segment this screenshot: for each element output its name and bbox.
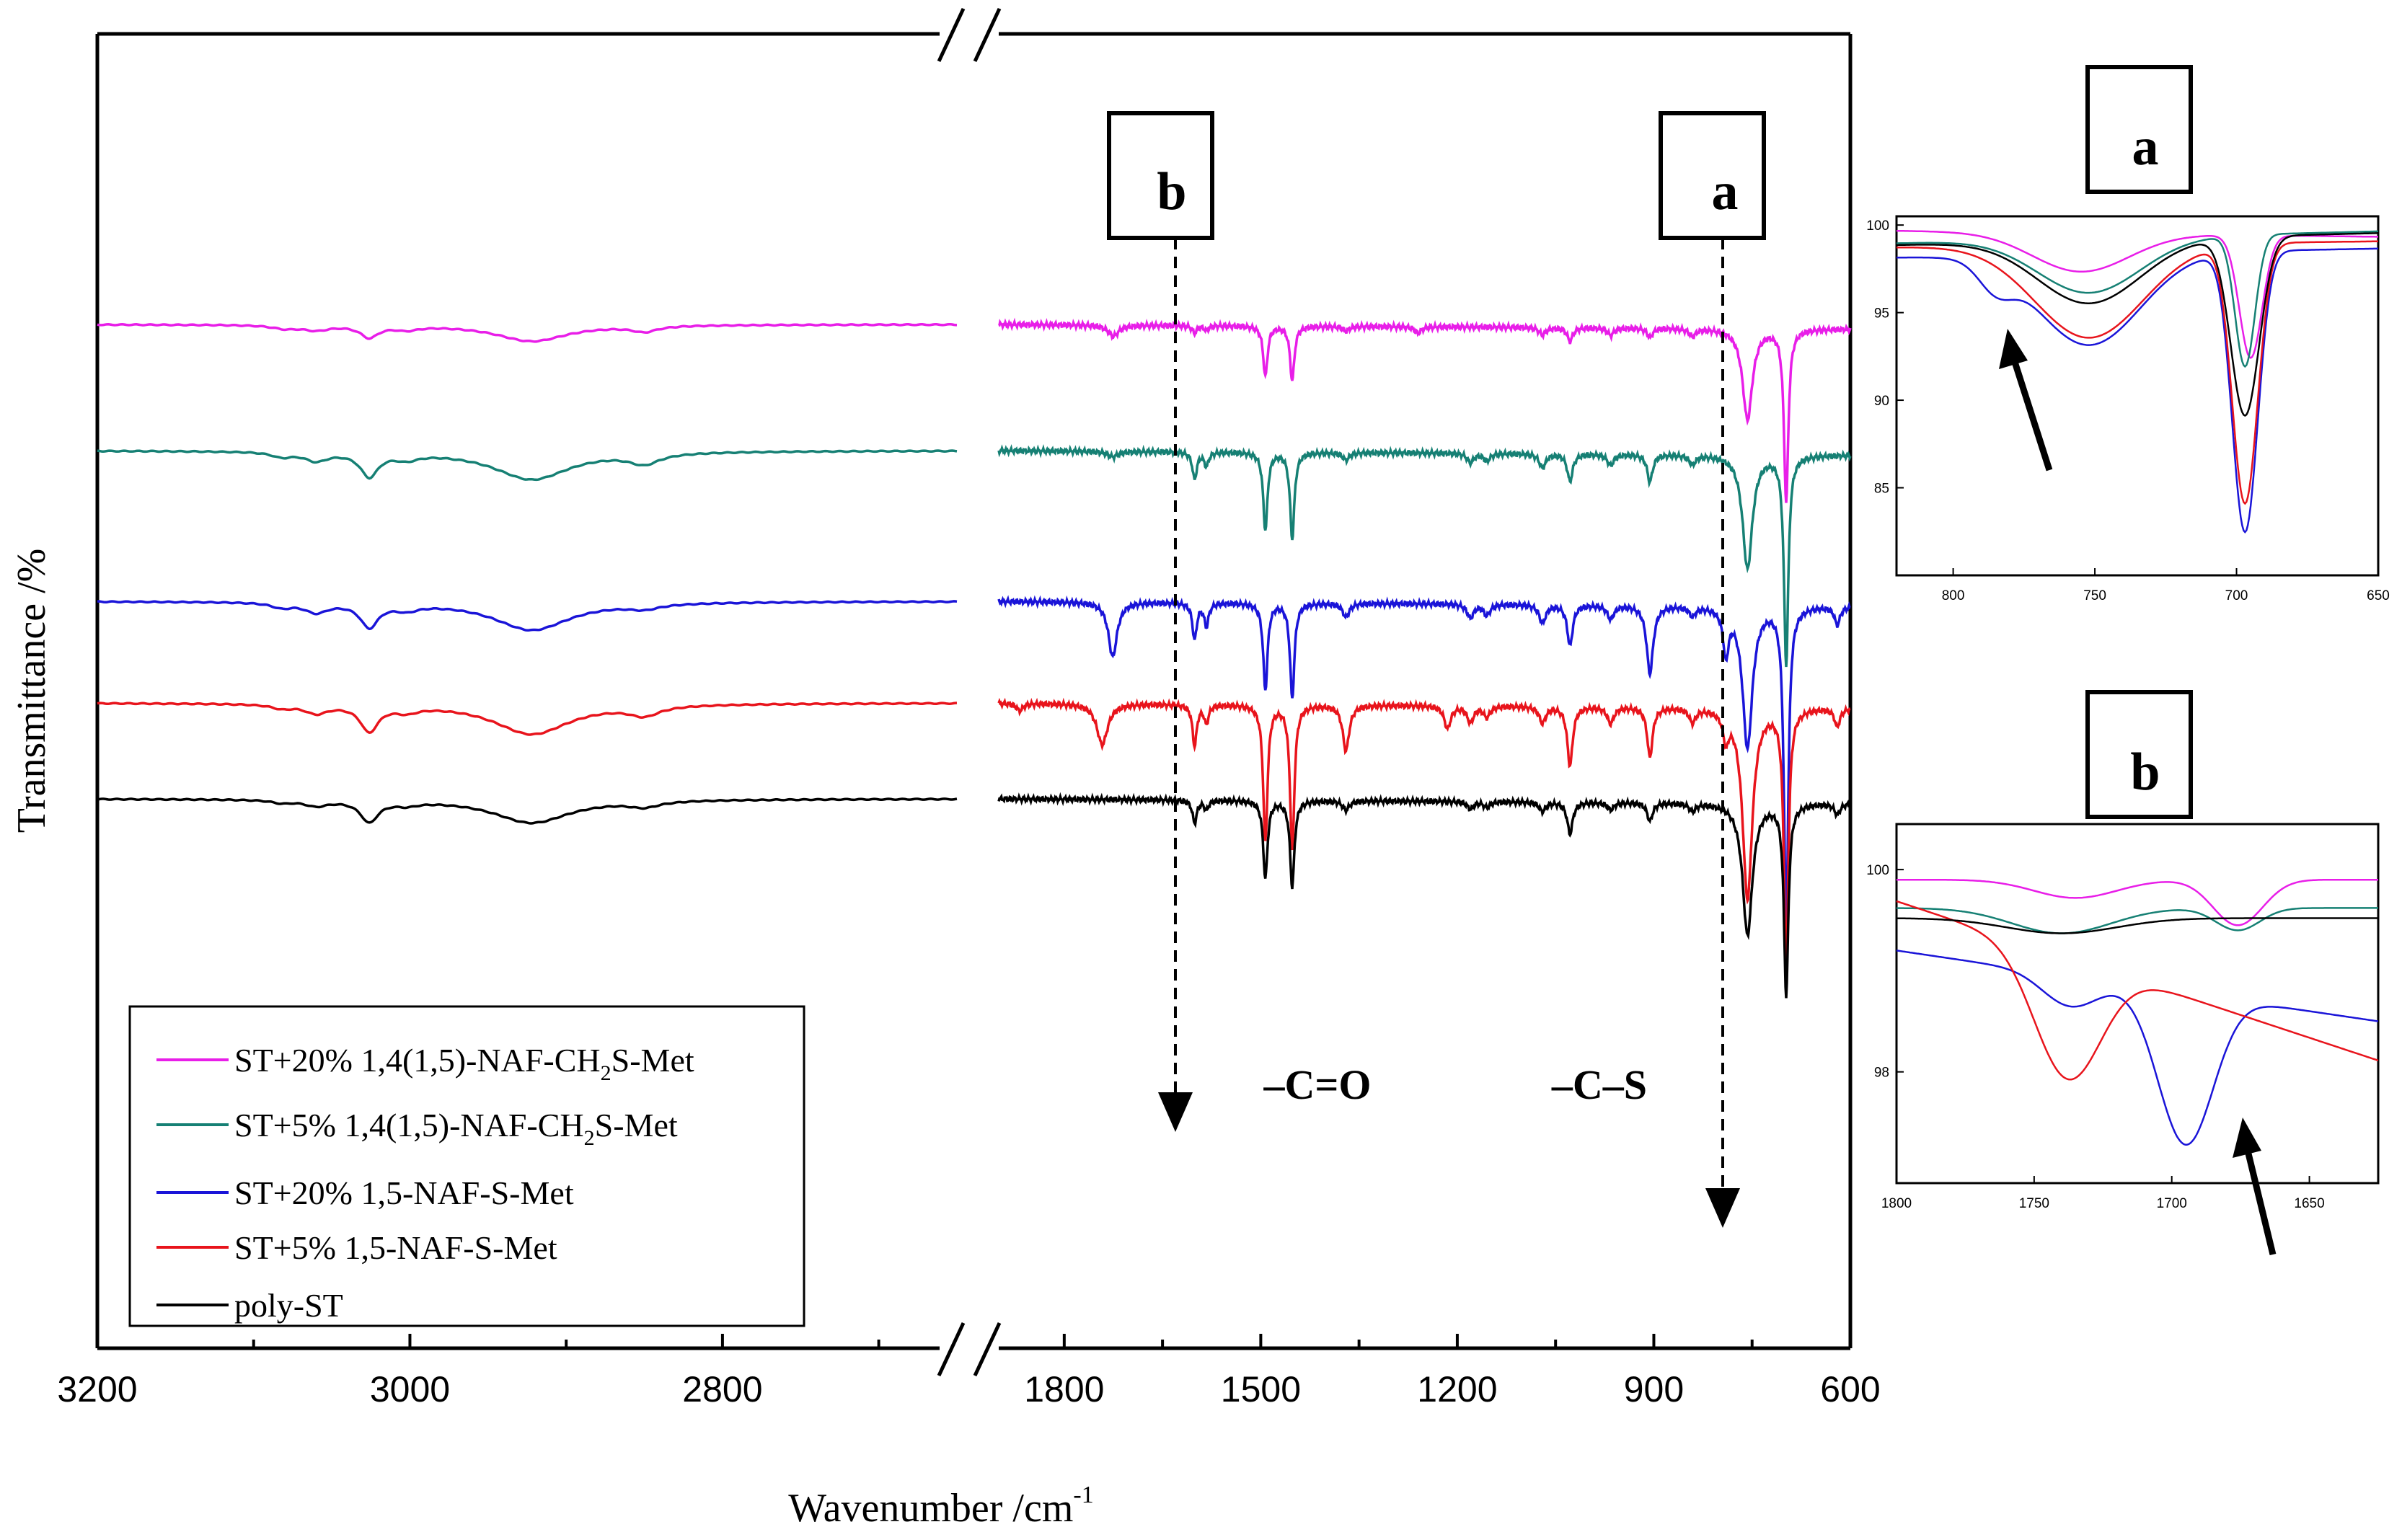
spectrum-left-3 — [97, 702, 958, 736]
legend-label-main: ST+20% 1,4(1,5)-NAF-CH — [234, 1042, 601, 1079]
annotation-box-a: a — [1659, 111, 1766, 240]
inset-x-tick-label: 800 — [1942, 588, 1965, 603]
legend-label-sub: 2 — [584, 1126, 595, 1150]
spectrum-right-2 — [997, 595, 1851, 926]
inset-spectrum-3 — [1897, 240, 2379, 505]
inset-x-tick-label: 1650 — [2294, 1196, 2324, 1211]
legend-label-tail: S-Met — [595, 1107, 678, 1143]
x-tick-label: 2800 — [682, 1369, 762, 1410]
spectra-series — [97, 317, 1852, 999]
inset-spectrum-2 — [1897, 247, 2379, 534]
legend-entry-1: ST+5% 1,4(1,5)-NAF-CH2S-Met — [234, 1107, 678, 1150]
inset-a-title: a — [2132, 118, 2159, 177]
x-tick-label: 1500 — [1221, 1369, 1301, 1410]
legend-entry-3: ST+5% 1,5-NAF-S-Met — [234, 1229, 557, 1266]
inset-b-plot: 1800 1750 1700 1650 98 100 — [1866, 823, 2380, 1211]
label-carbonyl: –C=O — [1263, 1061, 1371, 1108]
legend-label-tail: S-Met — [611, 1042, 694, 1079]
annotation-box-b-label: b — [1157, 162, 1186, 221]
axis-break-bottom — [937, 1322, 1002, 1377]
x-tick-label: 3000 — [370, 1369, 450, 1410]
inset-spectrum-1 — [1897, 907, 2378, 934]
x-axis-label: Wavenumber /cm-1 — [788, 1482, 1093, 1531]
inset-spectrum-4 — [1897, 917, 2378, 934]
spectrum-left-4 — [97, 797, 958, 825]
spectrum-left-1 — [97, 449, 958, 482]
arrow-b — [1158, 238, 1193, 1132]
spectrum-right-0 — [998, 317, 1852, 503]
inset-b-arrow — [2233, 1118, 2277, 1256]
inset-spectrum-4 — [1897, 232, 2379, 417]
inset-a-plot: 800 750 700 650 85 90 95 100 — [1866, 215, 2390, 603]
inset-y-tick-label: 100 — [1866, 218, 1889, 234]
main-plot-frame — [95, 7, 1853, 1377]
x-tick-label: 600 — [1820, 1369, 1880, 1410]
inset-x-tick-label: 700 — [2225, 588, 2248, 603]
inset-a-arrow — [1999, 329, 2053, 472]
legend-entry-0: ST+20% 1,4(1,5)-NAF-CH2S-Met — [234, 1042, 694, 1085]
legend-entry-4: poly-ST — [234, 1287, 343, 1324]
legend-label-main: ST+20% 1,5-NAF-S-Met — [234, 1174, 574, 1211]
spectrum-right-4 — [997, 792, 1852, 999]
label-thioether: –C–S — [1551, 1061, 1647, 1108]
inset-y-tick-label: 98 — [1874, 1066, 1889, 1081]
inset-y-tick-label: 95 — [1874, 306, 1889, 322]
inset-b-title: b — [2130, 743, 2160, 802]
x-tick-label: 900 — [1624, 1369, 1684, 1410]
inset-spectrum-3 — [1896, 900, 2379, 1081]
inset-x-tick-label: 1750 — [2019, 1196, 2049, 1211]
inset-b-title-box: b — [2085, 690, 2193, 819]
arrow-a — [1705, 238, 1740, 1228]
x-tick-label: 3200 — [57, 1369, 137, 1410]
axis-break-top — [937, 7, 1002, 63]
annotation-box-a-label: a — [1712, 162, 1739, 221]
inset-x-tick-label: 750 — [2083, 588, 2106, 603]
legend-label-main: poly-ST — [234, 1287, 343, 1324]
inset-x-tick-label: 1700 — [2157, 1196, 2187, 1211]
spectrum-left-2 — [97, 600, 958, 632]
inset-x-tick-label: 1800 — [1881, 1196, 1912, 1211]
inset-x-tick-label: 650 — [2367, 588, 2390, 603]
inset-spectrum-1 — [1896, 230, 2378, 368]
y-axis-label: Transmittance /% — [9, 549, 54, 833]
spectrum-right-1 — [997, 443, 1852, 668]
legend-entry-2: ST+20% 1,5-NAF-S-Met — [234, 1174, 574, 1211]
annotation-box-b: b — [1107, 111, 1214, 240]
inset-spectrum-2 — [1896, 950, 2379, 1146]
legend-label-main: ST+5% 1,5-NAF-S-Met — [234, 1229, 557, 1266]
inset-y-tick-label: 100 — [1866, 863, 1889, 878]
inset-y-tick-label: 85 — [1874, 482, 1889, 497]
x-tick-label: 1200 — [1417, 1369, 1497, 1410]
inset-y-tick-label: 90 — [1874, 394, 1889, 409]
spectrum-right-3 — [997, 697, 1851, 974]
x-axis-ticks — [96, 1334, 1852, 1348]
x-axis-tick-labels: 3200 3000 2800 1800 1500 1200 900 600 — [57, 1369, 1880, 1410]
legend-label-main: ST+5% 1,4(1,5)-NAF-CH — [234, 1107, 584, 1143]
inset-spectrum-0 — [1897, 878, 2378, 926]
spectrum-left-0 — [97, 322, 958, 343]
inset-a-title-box: a — [2085, 65, 2193, 194]
x-tick-label: 1800 — [1024, 1369, 1104, 1410]
legend-label-sub: 2 — [601, 1061, 611, 1085]
